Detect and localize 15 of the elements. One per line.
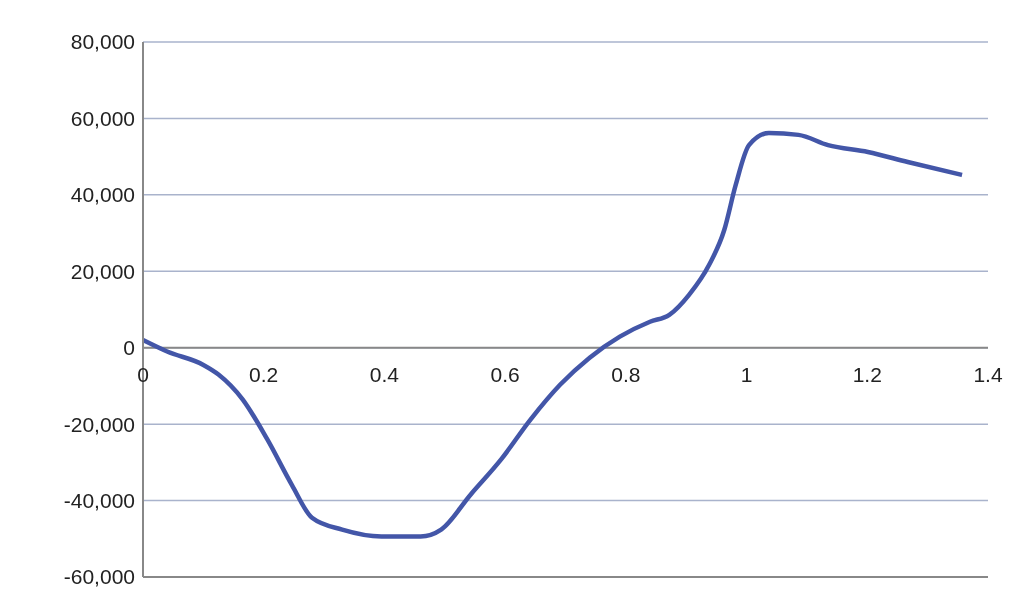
x-tick-label: 0.6	[490, 362, 520, 386]
y-tick-label: 60,000	[70, 106, 135, 130]
x-tick-label: 0.2	[249, 362, 279, 386]
x-tick-label: 1	[740, 362, 753, 386]
x-tick-label: 0.4	[369, 362, 400, 386]
y-tick-label: 0	[123, 336, 135, 360]
y-tick-label: 40,000	[70, 183, 135, 207]
y-tick-label: 20,000	[70, 259, 135, 283]
x-tick-label: 0.8	[611, 362, 641, 386]
y-tick-label: -20,000	[63, 412, 135, 436]
x-tick-label: 1.4	[973, 362, 1003, 386]
x-tick-label: 1.2	[852, 362, 882, 386]
y-tick-label: -60,000	[63, 565, 135, 589]
y-tick-label: -40,000	[63, 489, 135, 513]
y-tick-label: 80,000	[70, 30, 135, 54]
